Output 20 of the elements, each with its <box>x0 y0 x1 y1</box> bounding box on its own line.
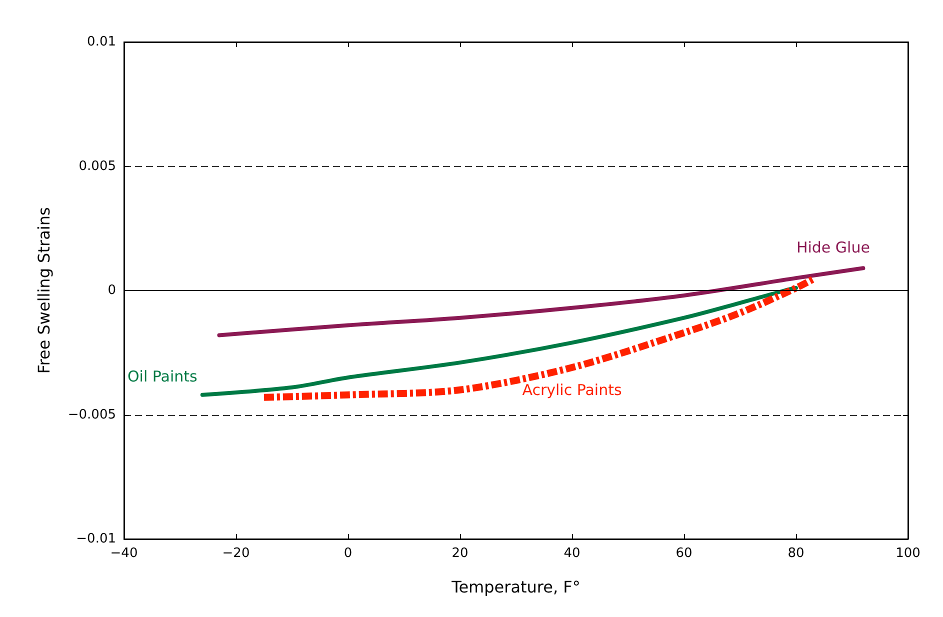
y-tick-label: 0.005 <box>78 158 116 174</box>
x-axis-title: Temperature, F° <box>450 578 580 596</box>
x-tick-label: 0 <box>344 546 352 561</box>
x-tick-label: 80 <box>788 546 804 561</box>
line-series <box>217 266 866 338</box>
x-tick-label: −20 <box>222 546 250 561</box>
y-tick-label: −0.005 <box>68 407 116 422</box>
series-label: Hide Glue <box>796 238 870 257</box>
y-tick-label: −0.01 <box>76 532 116 546</box>
y-axis-title: Free Swelling Strains <box>34 207 54 374</box>
x-tick-label: 20 <box>452 546 468 561</box>
y-tick-label: 0 <box>108 283 116 298</box>
x-tick-label: 40 <box>564 546 580 561</box>
line-series <box>200 286 798 397</box>
y-tick-label: 0.01 <box>87 34 116 50</box>
x-tick-label: 60 <box>676 546 692 561</box>
x-tick-label: 100 <box>896 546 920 561</box>
series-label: Oil Paints <box>127 367 198 386</box>
series-label: Acrylic Paints <box>522 381 622 400</box>
x-tick-label: −40 <box>110 546 138 561</box>
